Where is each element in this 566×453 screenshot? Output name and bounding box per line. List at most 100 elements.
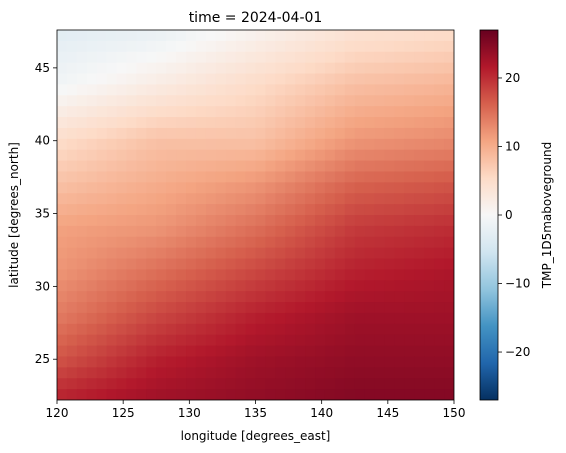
- heatmap-cell: [146, 302, 157, 314]
- heatmap-cell: [394, 193, 405, 205]
- heatmap-cell: [285, 291, 296, 303]
- heatmap-cell: [136, 30, 147, 42]
- heatmap-cell: [126, 40, 137, 53]
- heatmap-cell: [265, 225, 276, 238]
- heatmap-cell: [76, 138, 88, 151]
- heatmap-cell: [156, 106, 167, 118]
- heatmap-cell: [225, 280, 237, 292]
- heatmap-cell: [344, 182, 356, 194]
- heatmap-cell: [215, 215, 227, 227]
- heatmap-cell: [354, 302, 366, 314]
- heatmap-cell: [394, 117, 405, 129]
- heatmap-cell: [225, 127, 237, 140]
- heatmap-cell: [96, 280, 108, 292]
- heatmap-cell: [295, 312, 306, 325]
- y-tick-label: 30: [35, 279, 50, 293]
- heatmap-cell: [66, 291, 78, 303]
- heatmap-cell: [295, 367, 306, 379]
- heatmap-cell: [315, 149, 326, 162]
- heatmap-cell: [146, 323, 157, 336]
- heatmap-cell: [374, 30, 386, 42]
- heatmap-cell: [195, 345, 207, 358]
- heatmap-cell: [285, 302, 296, 314]
- heatmap-cell: [315, 312, 326, 325]
- heatmap-cell: [235, 171, 247, 183]
- heatmap-cell: [374, 215, 386, 227]
- heatmap-cell: [245, 334, 257, 347]
- heatmap-cell: [156, 62, 167, 75]
- heatmap-cell: [245, 312, 257, 325]
- heatmap-cell: [225, 117, 237, 129]
- heatmap-cell: [444, 51, 454, 64]
- heatmap-cell: [404, 236, 415, 249]
- heatmap-cell: [66, 95, 78, 107]
- heatmap-cell: [106, 225, 118, 238]
- heatmap-cell: [176, 84, 187, 96]
- heatmap-cell: [424, 302, 435, 314]
- heatmap-cell: [315, 225, 326, 238]
- heatmap-cell: [57, 84, 68, 96]
- heatmap-cell: [136, 302, 147, 314]
- heatmap-cell: [195, 51, 207, 64]
- heatmap-cell: [384, 73, 396, 86]
- heatmap-cell: [76, 334, 88, 347]
- heatmap-cell: [76, 127, 88, 140]
- heatmap-cell: [344, 193, 356, 205]
- heatmap-cell: [186, 30, 197, 42]
- heatmap-cell: [434, 51, 445, 64]
- heatmap-cell: [205, 51, 217, 64]
- heatmap-cell: [116, 193, 128, 205]
- heatmap-cell: [86, 95, 98, 107]
- heatmap-cell: [96, 204, 108, 216]
- heatmap-cell: [324, 367, 336, 379]
- heatmap-cell: [66, 323, 78, 336]
- heatmap-cell: [285, 334, 296, 347]
- heatmap-cell: [76, 106, 88, 118]
- heatmap-cell: [255, 160, 267, 173]
- heatmap-cell: [315, 40, 326, 53]
- heatmap-cell: [76, 193, 88, 205]
- heatmap-cell: [215, 334, 227, 347]
- heatmap-cell: [136, 323, 147, 336]
- heatmap-cell: [275, 62, 286, 75]
- heatmap-cell: [86, 182, 98, 194]
- heatmap-cell: [424, 40, 435, 53]
- colorbar-tick-label: −20: [505, 345, 530, 359]
- heatmap-cell: [245, 149, 257, 162]
- heatmap-cell: [315, 356, 326, 368]
- heatmap-cell: [225, 171, 237, 183]
- heatmap-cell: [354, 389, 366, 400]
- heatmap-cell: [265, 171, 276, 183]
- heatmap-cell: [136, 138, 147, 151]
- heatmap-cell: [146, 258, 157, 271]
- heatmap-cell: [334, 84, 346, 96]
- heatmap-cell: [404, 30, 415, 42]
- heatmap-cell: [344, 62, 356, 75]
- heatmap-cell: [186, 225, 197, 238]
- heatmap-cell: [255, 356, 267, 368]
- heatmap-cell: [344, 269, 356, 281]
- heatmap-cell: [324, 171, 336, 183]
- heatmap-cell: [344, 215, 356, 227]
- heatmap-cell: [285, 171, 296, 183]
- heatmap-cell: [354, 345, 366, 358]
- heatmap-cell: [96, 247, 108, 260]
- heatmap-cell: [434, 40, 445, 53]
- heatmap-cell: [424, 182, 435, 194]
- heatmap-cell: [315, 62, 326, 75]
- heatmap-cell: [245, 160, 257, 173]
- heatmap-cell: [205, 127, 217, 140]
- heatmap-cell: [414, 356, 425, 368]
- heatmap-cell: [434, 106, 445, 118]
- heatmap-cell: [404, 51, 415, 64]
- heatmap-cell: [136, 73, 147, 86]
- heatmap-cell: [156, 127, 167, 140]
- heatmap-cell: [195, 367, 207, 379]
- heatmap-cell: [235, 138, 247, 151]
- heatmap-cell: [66, 160, 78, 173]
- heatmap-cell: [86, 236, 98, 249]
- heatmap-cell: [215, 95, 227, 107]
- heatmap-cell: [255, 62, 267, 75]
- heatmap-cell: [96, 149, 108, 162]
- heatmap-cell: [76, 345, 88, 358]
